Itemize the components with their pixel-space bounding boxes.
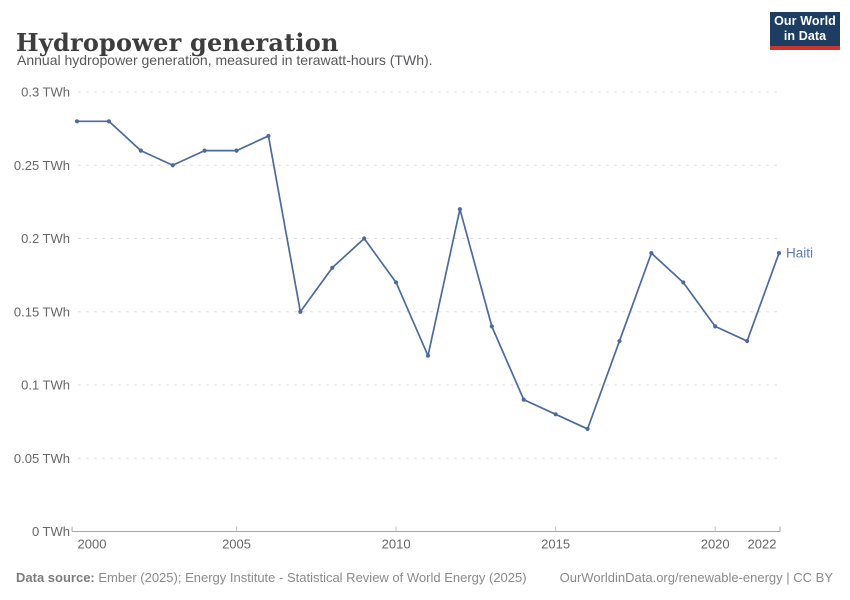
series-end-label: Haiti bbox=[786, 246, 813, 261]
data-point-marker bbox=[489, 324, 494, 329]
data-point-marker bbox=[74, 119, 80, 124]
owid-logo[interactable]: Our World in Data bbox=[770, 12, 840, 50]
page-title: Hydropower generation bbox=[16, 28, 339, 58]
data-point-marker bbox=[106, 119, 112, 124]
x-tick-label: 2000 bbox=[78, 537, 107, 552]
data-point-marker bbox=[425, 353, 431, 358]
x-tick-label: 2010 bbox=[382, 537, 411, 552]
x-tick-label: 2015 bbox=[541, 537, 570, 552]
data-point-marker bbox=[585, 426, 590, 432]
data-point-marker bbox=[170, 163, 175, 168]
y-tick-label: 0.2 TWh bbox=[21, 231, 70, 246]
credit-link[interactable]: OurWorldinData.org/renewable-energy | CC… bbox=[559, 570, 833, 585]
data-point-marker bbox=[234, 148, 239, 153]
owid-logo-line1: Our World bbox=[774, 14, 836, 28]
data-point-marker bbox=[553, 412, 558, 417]
data-point-marker bbox=[362, 236, 367, 241]
data-point-marker bbox=[681, 280, 686, 285]
chart-svg: 0 TWh 0.05 TWh 0.1 TWh 0.15 TWh 0.2 TWh 0.25 … bbox=[14, 85, 813, 552]
x-tick-label: 2020 bbox=[701, 537, 730, 552]
y-tick-label: 0.15 TWh bbox=[14, 304, 70, 319]
data-source-value: Ember (2025); Energy Institute - Statist… bbox=[94, 570, 527, 585]
chart-subtitle: Annual hydropower generation, measured i… bbox=[17, 52, 433, 68]
y-tick-label: 0.25 TWh bbox=[14, 158, 70, 173]
data-point-marker bbox=[617, 338, 622, 344]
data-point-marker bbox=[713, 324, 718, 329]
data-point-marker bbox=[457, 207, 463, 212]
y-tick-label: 0.3 TWh bbox=[21, 85, 70, 100]
data-point-marker bbox=[649, 251, 654, 256]
data-point-marker bbox=[393, 280, 399, 285]
owid-logo-line2: in Data bbox=[783, 29, 827, 43]
series-line bbox=[76, 120, 780, 430]
data-point-marker bbox=[744, 338, 750, 344]
x-tick-label: 2005 bbox=[222, 537, 251, 552]
data-point-marker bbox=[202, 148, 207, 153]
y-tick-label: 0.1 TWh bbox=[21, 378, 70, 393]
data-point-marker bbox=[521, 397, 526, 402]
y-tick-label: 0.05 TWh bbox=[14, 451, 70, 466]
data-point-marker bbox=[138, 148, 143, 153]
data-source-label: Data source: bbox=[16, 570, 95, 585]
data-point-marker bbox=[266, 133, 271, 139]
data-point-marker bbox=[330, 265, 335, 270]
data-point-marker bbox=[298, 309, 303, 314]
chart-footer: Data source: Ember (2025); Energy Instit… bbox=[0, 566, 850, 590]
data-source-text: Data source: Ember (2025); Energy Instit… bbox=[16, 570, 527, 585]
data-point-marker bbox=[776, 251, 782, 256]
x-tick-label: 2022 bbox=[748, 537, 777, 552]
y-tick-label: 0 TWh bbox=[32, 524, 70, 539]
